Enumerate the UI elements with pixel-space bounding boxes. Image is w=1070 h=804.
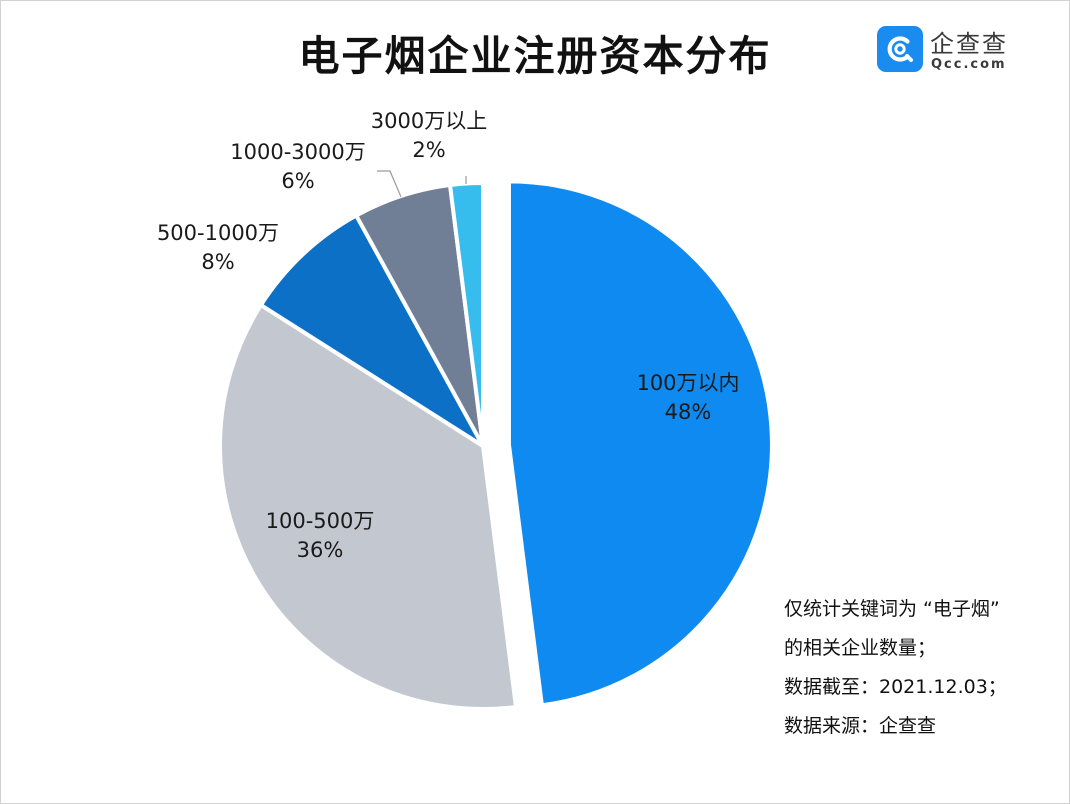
slice-category-label: 500-1000万	[157, 221, 279, 245]
pie-slice-2	[218, 303, 518, 711]
chart-title: 电子烟企业注册资本分布	[298, 32, 772, 80]
slice-category-label: 3000万以上	[371, 109, 487, 133]
footnote-block: 仅统计关键词为 “电子烟” 的相关企业数量； 数据截至：2021.12.03； …	[784, 590, 1007, 746]
brand-name: 企查查	[930, 30, 1008, 58]
pie-slice-1	[506, 179, 774, 708]
pie-slices	[218, 179, 774, 711]
slice-labels: 100万以内 48% 100-500万 36% 500-1000万 8% 1000-3000…	[157, 109, 740, 562]
slice-value-label: 6%	[281, 169, 314, 193]
brand-logo: 企查查 Qcc.com	[877, 26, 1017, 74]
footnote-line: 的相关企业数量；	[784, 637, 937, 659]
slice-category-label: 1000-3000万	[230, 140, 365, 164]
slice-value-label: 48%	[665, 400, 712, 424]
footnote-line: 数据来源：企查查	[784, 715, 937, 737]
leader-lines	[377, 170, 467, 198]
qcc-logo-icon	[877, 26, 923, 72]
slice-value-label: 8%	[201, 250, 234, 274]
slice-value-label: 36%	[297, 538, 344, 562]
slice-category-label: 100-500万	[266, 509, 375, 533]
brand-domain: Qcc.com	[931, 57, 1007, 72]
footnote-line: 数据截至：2021.12.03；	[784, 676, 1007, 698]
footnote-line: 仅统计关键词为 “电子烟”	[784, 598, 1000, 620]
pie-slice-3	[258, 213, 485, 448]
leader-line-4	[377, 170, 402, 198]
slice-value-label: 2%	[412, 138, 445, 162]
slice-category-label: 100万以内	[636, 371, 739, 395]
